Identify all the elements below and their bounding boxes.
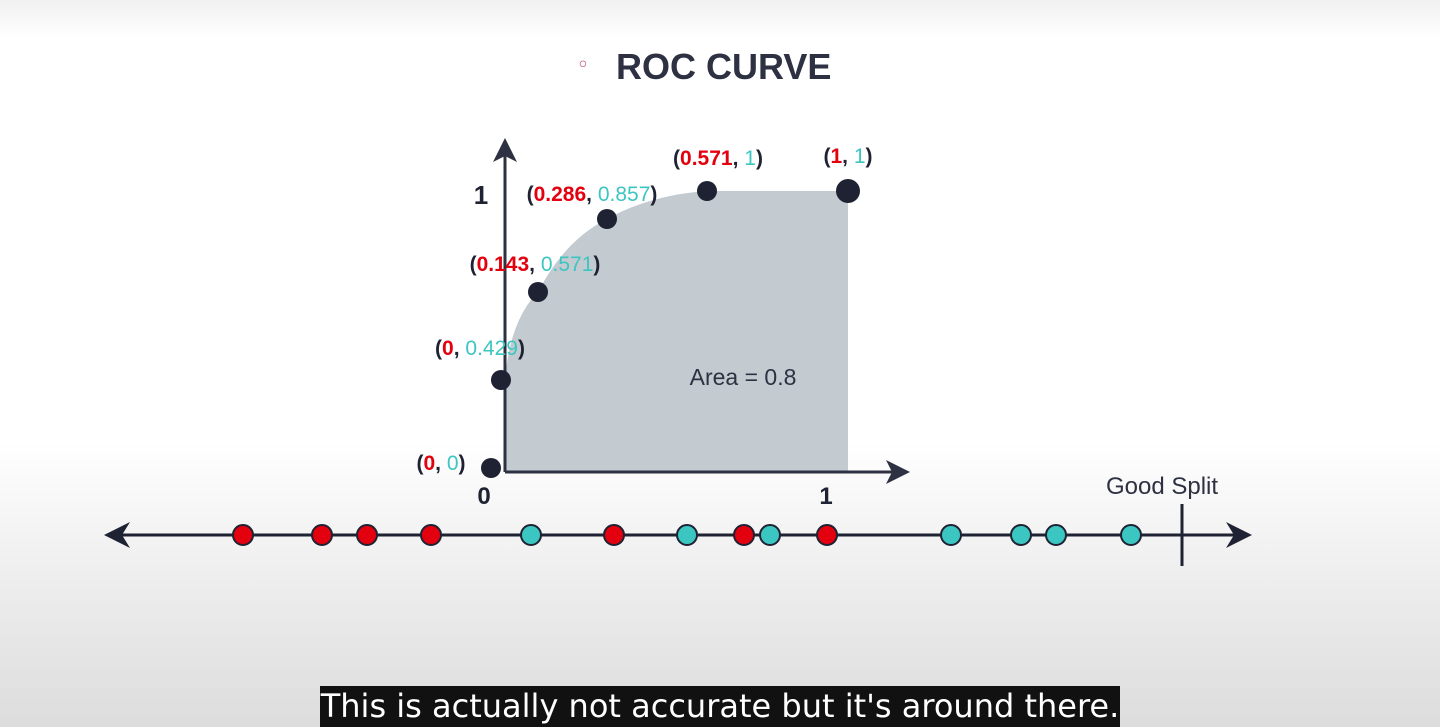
number-line-dots bbox=[232, 524, 1142, 546]
number-line-left-arrow bbox=[104, 522, 130, 548]
good-split-label: Good Split bbox=[1106, 473, 1218, 500]
roc-point bbox=[528, 282, 548, 302]
red-dot bbox=[420, 524, 442, 546]
slide-title: ROC CURVE bbox=[616, 46, 831, 87]
area-label: Area = 0.8 bbox=[690, 364, 797, 390]
teal-dot bbox=[759, 524, 781, 546]
teal-dot bbox=[940, 524, 962, 546]
y-tick-label-1: 1 bbox=[474, 180, 488, 210]
x-tick-label-1: 1 bbox=[819, 483, 832, 510]
roc-area bbox=[505, 191, 848, 472]
teal-dot bbox=[1010, 524, 1032, 546]
roc-point-label: (0, 0.429) bbox=[435, 337, 525, 360]
red-dot bbox=[356, 524, 378, 546]
red-dot bbox=[311, 524, 333, 546]
roc-point bbox=[491, 370, 511, 390]
red-dot bbox=[733, 524, 755, 546]
roc-point-label: (0, 0) bbox=[416, 452, 465, 475]
x-tick-label-0: 0 bbox=[477, 483, 490, 510]
roc-point-label: (1, 1) bbox=[823, 145, 872, 168]
number-line-right-arrow bbox=[1226, 522, 1252, 548]
roc-point-label: (0.571, 1) bbox=[673, 147, 763, 170]
title-bullet: ◦ bbox=[577, 53, 590, 78]
roc-point-labels: (0, 0) (0, 0.429) (0.143, 0.571) (0.286, 0.… bbox=[416, 145, 872, 475]
teal-dot bbox=[1045, 524, 1067, 546]
teal-dot bbox=[1120, 524, 1142, 546]
roc-point bbox=[597, 209, 617, 229]
roc-point bbox=[481, 458, 501, 478]
video-caption: This is actually not accurate but it's a… bbox=[320, 686, 1120, 727]
teal-dot bbox=[520, 524, 542, 546]
number-line: Good Split bbox=[104, 473, 1252, 566]
roc-point bbox=[836, 179, 860, 203]
red-dot bbox=[603, 524, 625, 546]
red-dot bbox=[816, 524, 838, 546]
roc-point bbox=[697, 181, 717, 201]
y-axis-arrow bbox=[493, 138, 517, 162]
roc-point-label: (0.286, 0.857) bbox=[527, 183, 658, 206]
roc-point-label: (0.143, 0.571) bbox=[470, 253, 601, 276]
roc-axes bbox=[493, 138, 910, 484]
teal-dot bbox=[676, 524, 698, 546]
roc-points bbox=[481, 179, 860, 478]
x-axis-arrow bbox=[886, 460, 910, 484]
red-dot bbox=[232, 524, 254, 546]
